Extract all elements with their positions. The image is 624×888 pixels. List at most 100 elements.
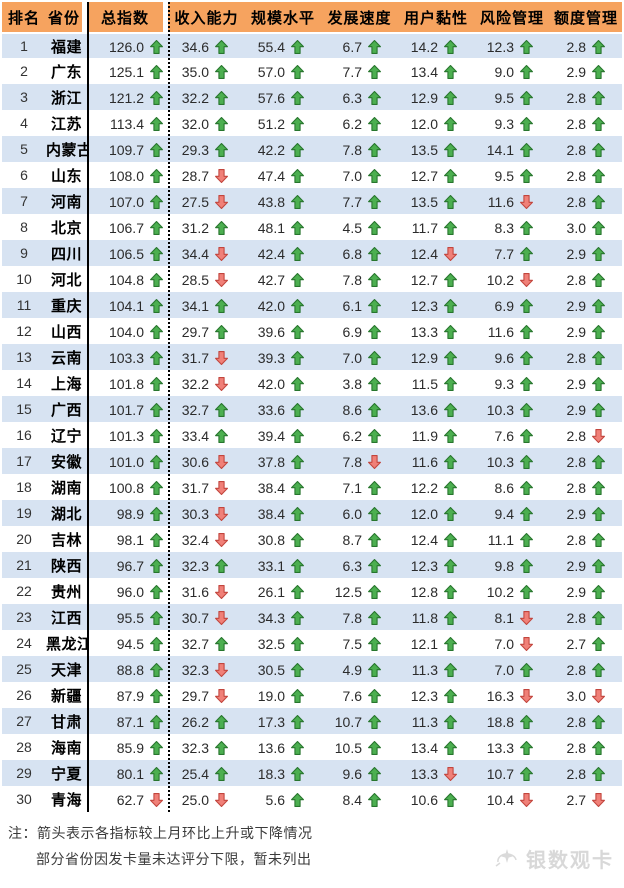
footnotes: 注：箭头表示各指标较上月环比上升或下降情况 部分省份因发卡量未达评分下限，暂未列…	[8, 820, 313, 872]
metric-value: 6.0	[342, 505, 362, 522]
up-arrow-icon	[520, 454, 533, 469]
metric-value: 32.0	[181, 115, 209, 132]
metric-value: 33.1	[257, 557, 285, 574]
down-arrow-icon	[444, 246, 457, 261]
up-arrow-icon	[444, 610, 457, 625]
metric-value: 12.3	[410, 687, 438, 704]
metric-cell: 29.7	[168, 682, 245, 708]
up-arrow-icon	[444, 740, 457, 755]
metric-cell: 10.3	[474, 448, 550, 474]
up-arrow-icon	[368, 64, 381, 79]
up-arrow-icon	[592, 39, 605, 54]
up-arrow-icon	[520, 376, 533, 391]
province-cell: 海南	[50, 739, 82, 757]
metric-value: 109.7	[108, 141, 144, 158]
metric-cell: 10.7	[474, 760, 550, 786]
metric-value: 2.8	[566, 609, 586, 626]
up-arrow-icon	[444, 714, 457, 729]
metric-cell: 12.2	[398, 474, 474, 500]
metric-cell: 2.8	[550, 110, 622, 136]
metric-value: 6.9	[494, 297, 514, 314]
up-arrow-icon	[215, 324, 228, 339]
metric-value: 25.0	[181, 791, 209, 808]
metric-cell: 2.7	[550, 630, 622, 656]
up-arrow-icon	[291, 558, 304, 573]
metric-cell: 85.9	[87, 734, 168, 760]
metric-cell: 4.9	[321, 656, 398, 682]
up-arrow-icon	[368, 636, 381, 651]
down-arrow-icon	[592, 792, 605, 807]
up-arrow-icon	[150, 662, 163, 677]
down-arrow-icon	[150, 792, 163, 807]
up-arrow-icon	[291, 168, 304, 183]
metric-value: 12.1	[410, 635, 438, 652]
metric-cell: 19.0	[245, 682, 321, 708]
metric-value: 8.6	[494, 479, 514, 496]
metric-value: 32.5	[257, 635, 285, 652]
metric-cell: 18.3	[245, 760, 321, 786]
metric-cell: 101.8	[87, 370, 168, 396]
table-row: 20 吉林 98.1 32.4 30.8 8.7 12.4 11.1 2.8	[2, 526, 622, 552]
metric-value: 9.0	[494, 63, 514, 80]
brand-logo-icon	[495, 848, 517, 867]
metric-value: 2.9	[566, 297, 586, 314]
metric-cell: 13.6	[245, 734, 321, 760]
up-arrow-icon	[291, 506, 304, 521]
metric-value: 27.5	[181, 193, 209, 210]
metric-cell: 6.2	[321, 422, 398, 448]
metric-value: 12.3	[410, 557, 438, 574]
rank-cell: 13	[2, 344, 46, 370]
up-arrow-icon	[368, 740, 381, 755]
metric-cell: 51.2	[245, 110, 321, 136]
up-arrow-icon	[150, 272, 163, 287]
metric-cell: 39.4	[245, 422, 321, 448]
up-arrow-icon	[291, 39, 304, 54]
metric-cell: 32.7	[168, 396, 245, 422]
metric-value: 2.9	[566, 505, 586, 522]
metric-value: 34.3	[257, 609, 285, 626]
up-arrow-icon	[444, 298, 457, 313]
province-cell: 云南	[46, 344, 87, 370]
up-arrow-icon	[368, 584, 381, 599]
metric-value: 12.3	[486, 38, 514, 55]
up-arrow-icon	[215, 116, 228, 131]
metric-value: 42.0	[257, 375, 285, 392]
metric-cell: 104.8	[87, 266, 168, 292]
metric-value: 104.1	[108, 297, 144, 314]
up-arrow-icon	[444, 220, 457, 235]
down-arrow-icon	[215, 480, 228, 495]
metric-value: 9.3	[494, 375, 514, 392]
province-cell: 吉林	[50, 531, 82, 549]
table-row: 4 江苏 113.4 32.0 51.2 6.2 12.0 9.3 2.8	[2, 110, 622, 136]
metric-value: 108.0	[108, 167, 144, 184]
up-arrow-icon	[444, 194, 457, 209]
metric-value: 10.3	[486, 401, 514, 418]
up-arrow-icon	[520, 584, 533, 599]
metric-value: 2.8	[566, 89, 586, 106]
up-arrow-icon	[520, 116, 533, 131]
up-arrow-icon	[592, 246, 605, 261]
province-cell: 宁夏	[46, 760, 87, 786]
metric-value: 2.8	[566, 427, 586, 444]
metric-cell: 33.1	[245, 552, 321, 578]
up-arrow-icon	[592, 636, 605, 651]
metric-cell: 38.4	[245, 500, 321, 526]
up-arrow-icon	[592, 350, 605, 365]
up-arrow-icon	[291, 766, 304, 781]
metric-cell: 7.8	[321, 448, 398, 474]
table-row: 16 辽宁 101.3 33.4 39.4 6.2 11.9 7.6 2.8	[2, 422, 622, 448]
up-arrow-icon	[444, 168, 457, 183]
metric-cell: 31.7	[168, 474, 245, 500]
down-arrow-icon	[215, 610, 228, 625]
up-arrow-icon	[520, 558, 533, 573]
metric-value: 7.8	[342, 141, 362, 158]
metric-cell: 2.8	[550, 422, 622, 448]
up-arrow-icon	[520, 402, 533, 417]
metric-value: 2.9	[566, 323, 586, 340]
province-cell: 贵州	[50, 583, 82, 601]
metric-cell: 11.1	[474, 526, 550, 552]
metric-cell: 2.9	[550, 396, 622, 422]
metric-cell: 26.1	[245, 578, 321, 604]
metric-value: 2.9	[566, 583, 586, 600]
metric-value: 98.1	[116, 531, 144, 548]
